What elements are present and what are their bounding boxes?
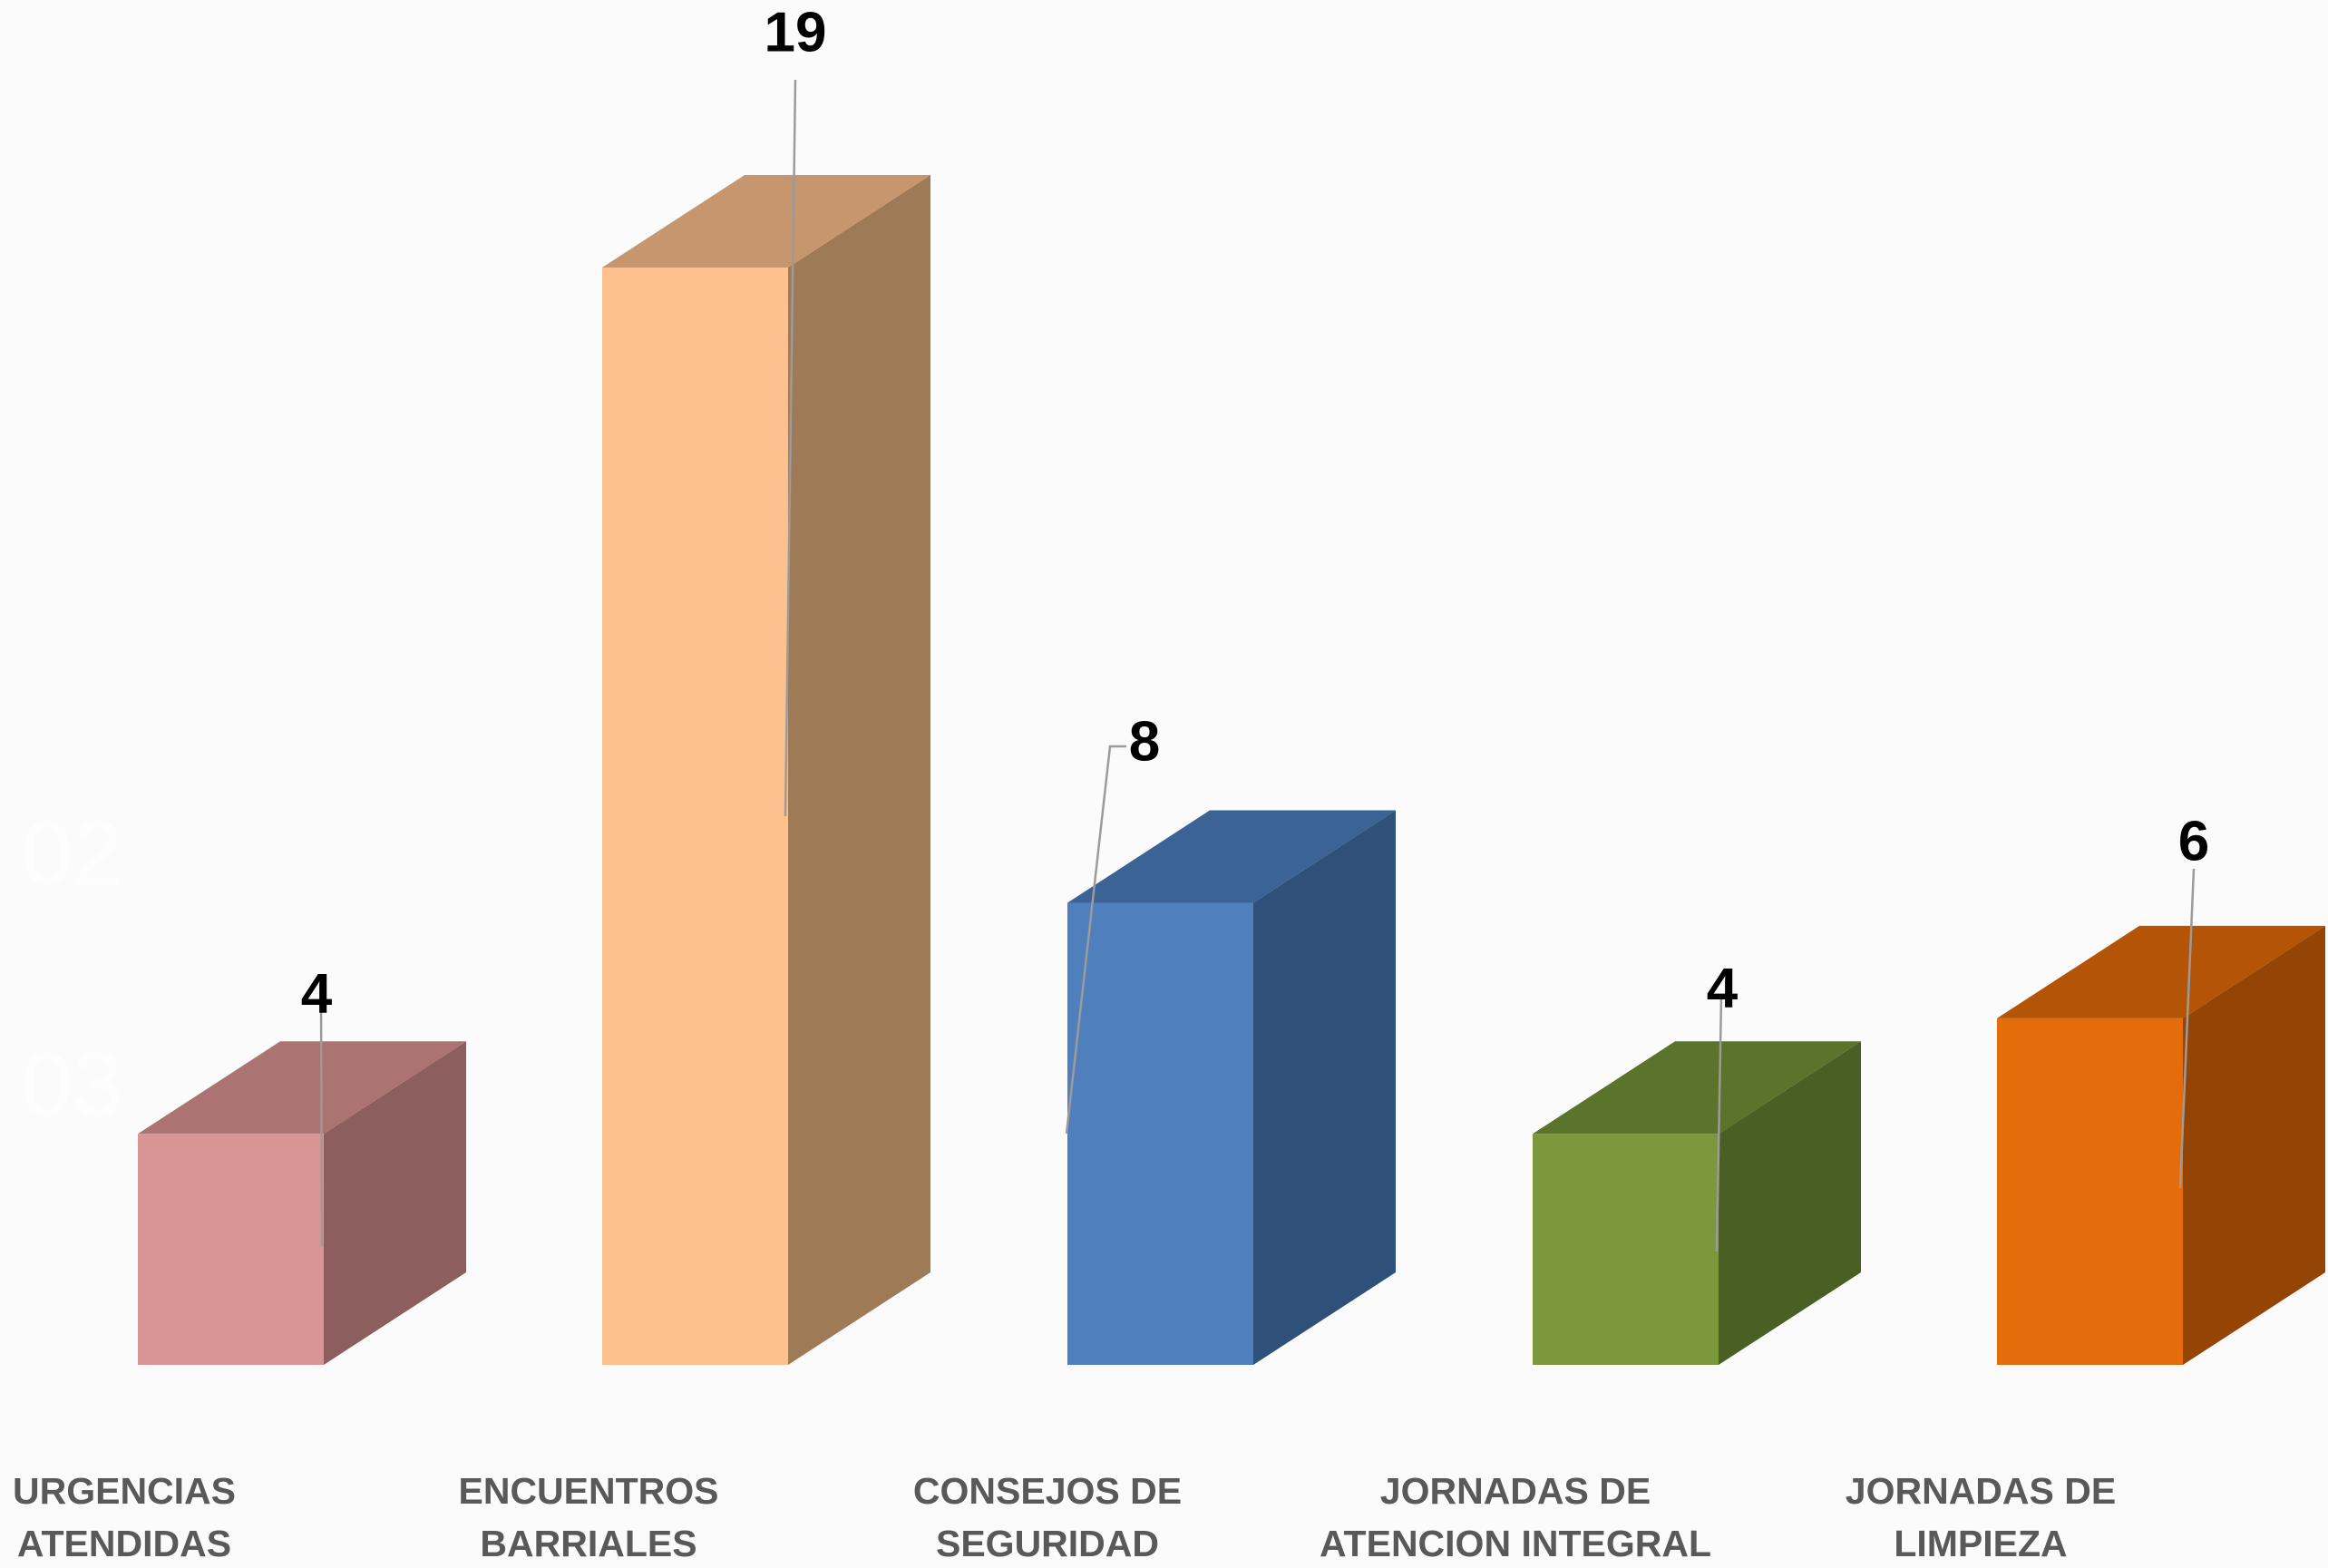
data-label: 4 bbox=[1707, 957, 1739, 1019]
data-label: 19 bbox=[765, 1, 827, 63]
category-label: CONSEJOS DE bbox=[913, 1470, 1182, 1512]
leader-line bbox=[2178, 868, 2196, 1189]
category-label: SEGURIDAD bbox=[936, 1523, 1159, 1564]
category-label: URGENCIAS bbox=[13, 1470, 236, 1512]
faint-mark: 03 bbox=[22, 1034, 122, 1135]
faint-mark: 02 bbox=[22, 803, 122, 904]
data-label: 6 bbox=[2178, 810, 2209, 872]
leader-line bbox=[1065, 745, 1126, 1135]
bar bbox=[138, 1134, 324, 1365]
category-label: ENCUENTROS bbox=[458, 1470, 718, 1512]
leader-line bbox=[319, 997, 324, 1248]
data-label: 8 bbox=[1129, 710, 1160, 773]
bar-side bbox=[2183, 925, 2325, 1365]
leader-line bbox=[784, 79, 797, 817]
data-label: 4 bbox=[301, 962, 333, 1025]
category-label: LIMPIEZA bbox=[1894, 1523, 2067, 1564]
bar bbox=[1997, 1018, 2183, 1365]
bar-side bbox=[1719, 1041, 1861, 1365]
bar-top bbox=[1067, 810, 1396, 903]
category-label: ATENDIDAS bbox=[17, 1523, 231, 1564]
bar-top bbox=[602, 175, 930, 268]
bar-side bbox=[788, 175, 930, 1365]
bar bbox=[1067, 902, 1253, 1365]
category-label: JORNADAS DE bbox=[1846, 1470, 2116, 1512]
category-label: ATENCION INTEGRAL bbox=[1320, 1523, 1711, 1564]
bar-top bbox=[138, 1041, 466, 1135]
bar bbox=[602, 268, 788, 1365]
category-label: BARRIALES bbox=[480, 1523, 696, 1564]
bar-side bbox=[324, 1041, 466, 1365]
bar-top bbox=[1997, 925, 2325, 1018]
bar-side bbox=[1253, 810, 1396, 1365]
bar-top bbox=[1533, 1041, 1861, 1135]
bar bbox=[1533, 1134, 1719, 1365]
leader-line bbox=[1715, 995, 1723, 1252]
category-label: JORNADAS DE bbox=[1380, 1470, 1651, 1512]
